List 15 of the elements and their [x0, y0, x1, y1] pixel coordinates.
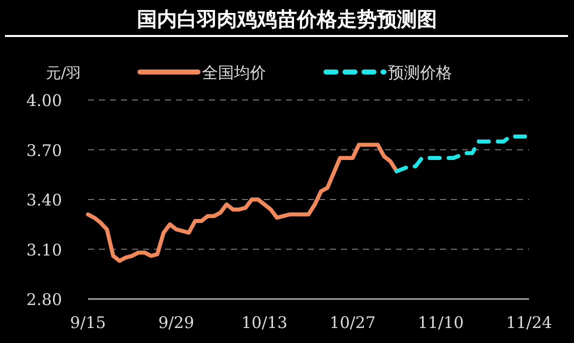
ylabel: 元/羽	[46, 64, 82, 82]
title: 国内白羽肉鸡鸡苗价格走势预测图	[137, 7, 437, 31]
legend: 全国均价	[202, 63, 266, 82]
xtick: 10/27	[330, 313, 376, 332]
ytick: 3.70	[26, 140, 62, 160]
xtick: 9/15	[70, 313, 106, 332]
xtick: 10/13	[241, 313, 288, 332]
ytick: 4.00	[26, 91, 62, 110]
xtick: 11/10	[418, 313, 464, 332]
xtick: 9/29	[158, 313, 194, 332]
ytick: 3.10	[26, 240, 62, 260]
xtick: 11/24	[506, 313, 552, 332]
ytick: 2.80	[26, 290, 62, 309]
ytick: 3.40	[26, 190, 62, 210]
legend: 预测价格	[388, 63, 452, 82]
